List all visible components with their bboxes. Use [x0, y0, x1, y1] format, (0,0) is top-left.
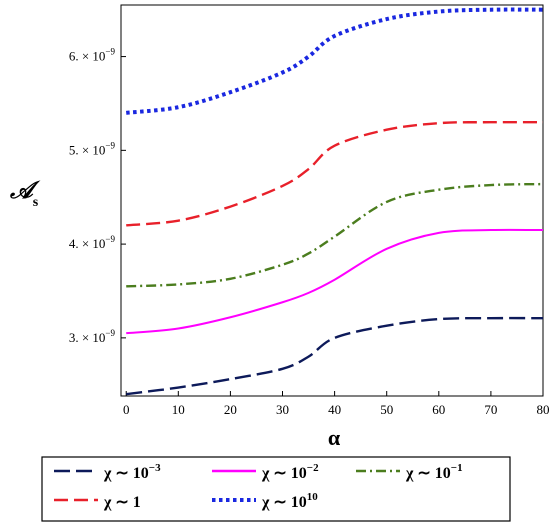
series-layer — [125, 7, 544, 396]
x-tick-label: 80 — [537, 402, 550, 417]
x-tick-label: 0 — [123, 402, 130, 417]
legend-label-3: χ ∼ 1 — [103, 494, 141, 511]
y-tick-label: 6. × 10−9 — [69, 47, 116, 64]
x-tick-label: 30 — [276, 402, 289, 417]
y-axis-label-subscript: s — [33, 195, 39, 210]
legend-label-0: χ ∼ 10−3 — [103, 462, 161, 482]
x-tick-label: 60 — [432, 402, 445, 417]
series-line-4 — [125, 7, 544, 115]
y-axis-ticks: 3. × 10−9 4. × 10−9 5. × 10−9 6. × 10−9 — [69, 47, 126, 345]
x-tick-label: 70 — [484, 402, 497, 417]
legend: χ ∼ 10−3 χ ∼ 10−2 χ ∼ 10−1 χ ∼ 1 χ ∼ 1010 — [54, 462, 463, 511]
series-line-2 — [126, 182, 544, 288]
series-line-1 — [126, 228, 544, 335]
series-line-3 — [126, 120, 544, 227]
x-axis-ticks: 0 10 20 30 40 50 60 70 80 — [123, 391, 550, 417]
legend-box — [41, 456, 511, 522]
x-tick-label: 20 — [224, 402, 237, 417]
legend-label-4: χ ∼ 1010 — [261, 491, 318, 511]
plot-area-frame — [120, 4, 544, 397]
x-tick-label: 40 — [328, 402, 341, 417]
y-tick-label: 5. × 10−9 — [69, 140, 116, 157]
y-tick-label: 3. × 10−9 — [69, 328, 116, 345]
x-axis-label: α — [328, 425, 341, 450]
x-tick-label: 10 — [172, 402, 185, 417]
legend-label-2: χ ∼ 10−1 — [405, 462, 463, 482]
series-line-0 — [126, 316, 544, 396]
y-axis-label: 𝒜s — [9, 178, 41, 210]
y-tick-label: 4. × 10−9 — [69, 234, 116, 251]
x-tick-label: 50 — [380, 402, 393, 417]
legend-label-1: χ ∼ 10−2 — [261, 462, 319, 482]
